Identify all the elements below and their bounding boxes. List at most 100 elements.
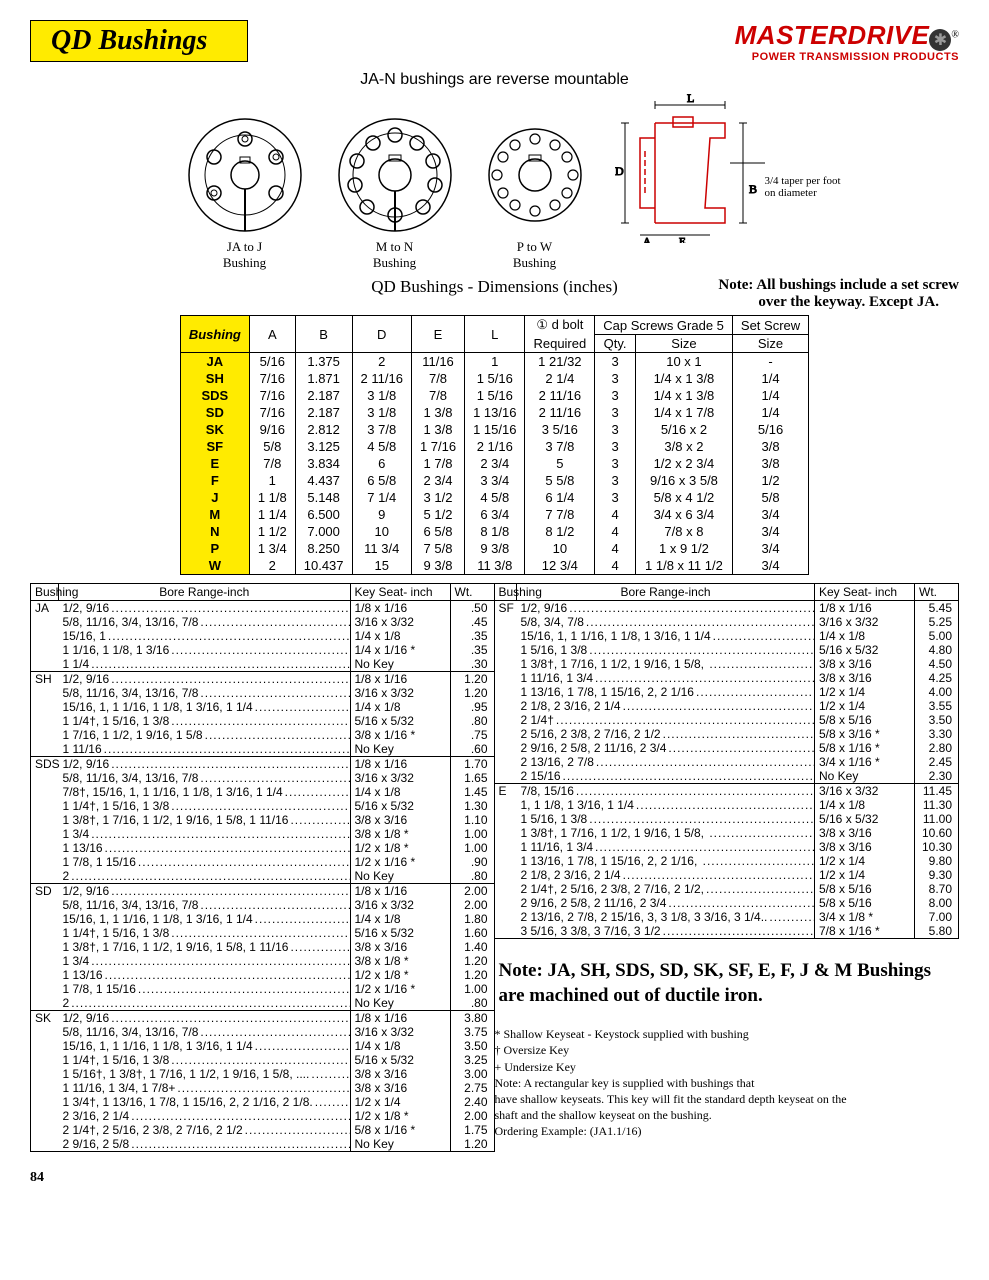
brand-tagline: POWER TRANSMISSION PRODUCTS bbox=[735, 51, 959, 63]
table-row: 1 1/4†, 1 5/16, 1 3/85/16 x 5/321.30 bbox=[31, 799, 495, 813]
table-row: 1 11/16, 1 3/43/8 x 3/1610.30 bbox=[495, 840, 959, 854]
taper-note: 3/4 taper per foot on diameter bbox=[765, 175, 845, 199]
table-row: 2 5/16, 2 3/8, 2 7/16, 2 1/25/8 x 3/16 *… bbox=[495, 727, 959, 741]
table-row: 1 7/8, 1 15/161/2 x 1/16 *.90 bbox=[31, 855, 495, 869]
table-row: 2 13/16, 2 7/8, 2 15/16, 3, 3 1/8, 3 3/1… bbox=[495, 910, 959, 924]
table-row: 2 3/16, 2 1/41/2 x 1/8 *2.00 bbox=[31, 1109, 495, 1123]
table-row: 1 13/161/2 x 1/8 *1.20 bbox=[31, 968, 495, 982]
table-row: 1 3/43/8 x 1/8 *1.20 bbox=[31, 954, 495, 968]
table-row: 1 7/8, 1 15/161/2 x 1/16 *1.00 bbox=[31, 982, 495, 996]
table-row: 1 13/161/2 x 1/8 *1.00 bbox=[31, 841, 495, 855]
table-row: 3 5/16, 3 3/8, 3 7/16, 3 1/27/8 x 1/16 *… bbox=[495, 924, 959, 939]
table-row: 2 13/16, 2 7/83/4 x 1/16 *2.45 bbox=[495, 755, 959, 769]
table-row: 5/8, 11/16, 3/4, 13/16, 7/83/16 x 3/321.… bbox=[31, 686, 495, 700]
svg-text:A: A bbox=[643, 236, 651, 243]
table-row: 1 13/16, 1 7/8, 1 15/16, 2, 2 1/16, 1/2 … bbox=[495, 854, 959, 868]
table-row: 2 9/16, 2 5/8, 2 11/16, 2 3/45/8 x 1/16 … bbox=[495, 741, 959, 755]
table-row: JA5/161.375211/1611 21/32310 x 1- bbox=[180, 352, 808, 370]
diagram-section: L B D A E 3/4 taper per foot on diameter bbox=[615, 93, 805, 271]
keyway-note-2: over the keyway. Except JA. bbox=[718, 294, 959, 311]
table-row: M1 1/46.50095 1/26 3/47 7/843/4 x 6 3/43… bbox=[180, 506, 808, 523]
table-row: 1 1/16, 1 1/8, 1 3/161/4 x 1/16 *.35 bbox=[31, 643, 495, 657]
table-row: P1 3/48.25011 3/47 5/89 3/81041 x 9 1/23… bbox=[180, 540, 808, 557]
table-row: 2 9/16, 2 5/8No Key1.20 bbox=[31, 1137, 495, 1152]
subhead: JA-N bushings are reverse mountable bbox=[30, 71, 959, 89]
bore-tables: Bushing Bore Range-inch Key Seat- inch W… bbox=[30, 583, 959, 1152]
table-row: 15/16, 1, 1 1/16, 1 1/8, 1 3/16, 1 1/41/… bbox=[31, 912, 495, 926]
table-row: 5/8, 11/16, 3/4, 13/16, 7/83/16 x 3/321.… bbox=[31, 771, 495, 785]
diagram-ja-j: JA to J Bushing bbox=[185, 115, 305, 271]
table-row: 2 1/4†, 2 5/16, 2 3/8, 2 7/16, 2 1/25/8 … bbox=[31, 1123, 495, 1137]
table-row: SK9/162.8123 7/81 3/81 15/163 5/1635/16 … bbox=[180, 421, 808, 438]
table-row: 2No Key.80 bbox=[31, 996, 495, 1011]
table-row: 1 7/16, 1 1/2, 1 9/16, 1 5/83/8 x 1/16 *… bbox=[31, 728, 495, 742]
table-row: J1 1/85.1487 1/43 1/24 5/86 1/435/8 x 4 … bbox=[180, 489, 808, 506]
table-row: 1 3/8†, 1 7/16, 1 1/2, 1 9/16, 1 5/8, 1 … bbox=[31, 813, 495, 827]
svg-text:E: E bbox=[679, 236, 686, 243]
brand-name: MASTERDRIVE bbox=[735, 20, 930, 50]
table-row: 1, 1 1/8, 1 3/16, 1 1/41/4 x 1/811.30 bbox=[495, 798, 959, 812]
table-row: 5/8, 11/16, 3/4, 13/16, 7/83/16 x 3/323.… bbox=[31, 1025, 495, 1039]
table-row: JA1/2, 9/161/8 x 1/16.50 bbox=[31, 600, 495, 615]
svg-text:D: D bbox=[615, 164, 624, 178]
table-row: 1 11/16, 1 3/43/8 x 3/164.25 bbox=[495, 671, 959, 685]
dimensions-table: Bushing A B D E L ① d bolt Cap Screws Gr… bbox=[180, 315, 809, 575]
table-row: SD7/162.1873 1/81 3/81 13/162 11/1631/4 … bbox=[180, 404, 808, 421]
table-row: SK1/2, 9/161/8 x 1/163.80 bbox=[31, 1010, 495, 1025]
table-row: SD1/2, 9/161/8 x 1/162.00 bbox=[31, 883, 495, 898]
table-row: 1 11/16, 1 3/4, 1 7/8+3/8 x 3/162.75 bbox=[31, 1081, 495, 1095]
table-row: W210.437159 3/811 3/812 3/441 1/8 x 11 1… bbox=[180, 557, 808, 575]
table-row: 1 5/16, 1 3/85/16 x 5/324.80 bbox=[495, 643, 959, 657]
table-row: 5/8, 11/16, 3/4, 13/16, 7/83/16 x 3/322.… bbox=[31, 898, 495, 912]
table-row: 15/16, 1, 1 1/16, 1 1/8, 1 3/16, 1 1/41/… bbox=[31, 1039, 495, 1053]
table-row: E7/8, 15/163/16 x 3/3211.45 bbox=[495, 783, 959, 798]
table-row: 7/8†, 15/16, 1, 1 1/16, 1 1/8, 1 3/16, 1… bbox=[31, 785, 495, 799]
keyway-note-1: Note: All bushings include a set screw bbox=[718, 277, 959, 294]
svg-text:B: B bbox=[749, 182, 757, 196]
table-row: 2No Key.80 bbox=[31, 869, 495, 884]
diagram-p-w: P to W Bushing bbox=[485, 115, 585, 271]
table-row: 2 9/16, 2 5/8, 2 11/16, 2 3/45/8 x 5/168… bbox=[495, 896, 959, 910]
page-number: 84 bbox=[30, 1170, 959, 1186]
table-row: 2 1/8, 2 3/16, 2 1/41/2 x 1/49.30 bbox=[495, 868, 959, 882]
table-row: 1 13/16, 1 7/8, 1 15/16, 2, 2 1/161/2 x … bbox=[495, 685, 959, 699]
table-row: 2 1/4†5/8 x 5/163.50 bbox=[495, 713, 959, 727]
table-row: 1 1/4No Key.30 bbox=[31, 657, 495, 672]
table-row: 1 1/4†, 1 5/16, 1 3/85/16 x 5/323.25 bbox=[31, 1053, 495, 1067]
table-row: 5/8, 3/4, 7/83/16 x 3/325.25 bbox=[495, 615, 959, 629]
table-row: SDS1/2, 9/161/8 x 1/161.70 bbox=[31, 756, 495, 771]
diagram-row: JA to J Bushing M to N Bushing bbox=[30, 93, 959, 271]
svg-text:L: L bbox=[687, 93, 694, 105]
table-row: 2 1/4†, 2 5/16, 2 3/8, 2 7/16, 2 1/2,5/8… bbox=[495, 882, 959, 896]
table-row: 15/16, 11/4 x 1/8.35 bbox=[31, 629, 495, 643]
table-row: 5/8, 11/16, 3/4, 13/16, 7/83/16 x 3/32.4… bbox=[31, 615, 495, 629]
table-row: 1 3/8†, 1 7/16, 1 1/2, 1 9/16, 1 5/8, 3/… bbox=[495, 826, 959, 840]
diagram-m-n: M to N Bushing bbox=[335, 115, 455, 271]
table-row: N1 1/27.000106 5/88 1/88 1/247/8 x 83/4 bbox=[180, 523, 808, 540]
table-row: 1 11/16No Key.60 bbox=[31, 742, 495, 757]
gear-icon bbox=[929, 29, 951, 51]
table-row: F14.4376 5/82 3/43 3/45 5/839/16 x 3 5/8… bbox=[180, 472, 808, 489]
table-row: 2 1/8, 2 3/16, 2 1/41/2 x 1/43.55 bbox=[495, 699, 959, 713]
table-row: 1 3/8†, 1 7/16, 1 1/2, 1 9/16, 1 5/8, 1 … bbox=[31, 940, 495, 954]
table-row: 1 5/16†, 1 3/8†, 1 7/16, 1 1/2, 1 9/16, … bbox=[31, 1067, 495, 1081]
table-row: 1 3/8†, 1 7/16, 1 1/2, 1 9/16, 1 5/8, 3/… bbox=[495, 657, 959, 671]
table-row: SF1/2, 9/161/8 x 1/165.45 bbox=[495, 600, 959, 615]
table-row: 1 1/4†, 1 5/16, 1 3/85/16 x 5/321.60 bbox=[31, 926, 495, 940]
table-row: SDS7/162.1873 1/87/81 5/162 11/1631/4 x … bbox=[180, 387, 808, 404]
table-row: 1 5/16, 1 3/85/16 x 5/3211.00 bbox=[495, 812, 959, 826]
material-note: Note: JA, SH, SDS, SD, SK, SF, E, F, J &… bbox=[499, 959, 956, 1008]
table-row: SH7/161.8712 11/167/81 5/162 1/431/4 x 1… bbox=[180, 370, 808, 387]
brand-logo: MASTERDRIVE® POWER TRANSMISSION PRODUCTS bbox=[735, 20, 959, 63]
footnotes: * Shallow Keyseat - Keystock supplied wi… bbox=[495, 1026, 960, 1139]
table-row: SH1/2, 9/161/8 x 1/161.20 bbox=[31, 671, 495, 686]
table-row: 1 3/4†, 1 13/16, 1 7/8, 1 15/16, 2, 2 1/… bbox=[31, 1095, 495, 1109]
table-row: 1 3/43/8 x 1/8 *1.00 bbox=[31, 827, 495, 841]
table-row: SF5/83.1254 5/81 7/162 1/163 7/833/8 x 2… bbox=[180, 438, 808, 455]
table-row: 2 15/16No Key2.30 bbox=[495, 769, 959, 784]
table-row: 1 1/4†, 1 5/16, 1 3/85/16 x 5/32.80 bbox=[31, 714, 495, 728]
table-row: 15/16, 1, 1 1/16, 1 1/8, 1 3/16, 1 1/41/… bbox=[495, 629, 959, 643]
page-title: QD Bushings bbox=[30, 20, 248, 62]
table-row: E7/83.83461 7/82 3/4531/2 x 2 3/43/8 bbox=[180, 455, 808, 472]
table-row: 15/16, 1, 1 1/16, 1 1/8, 1 3/16, 1 1/41/… bbox=[31, 700, 495, 714]
